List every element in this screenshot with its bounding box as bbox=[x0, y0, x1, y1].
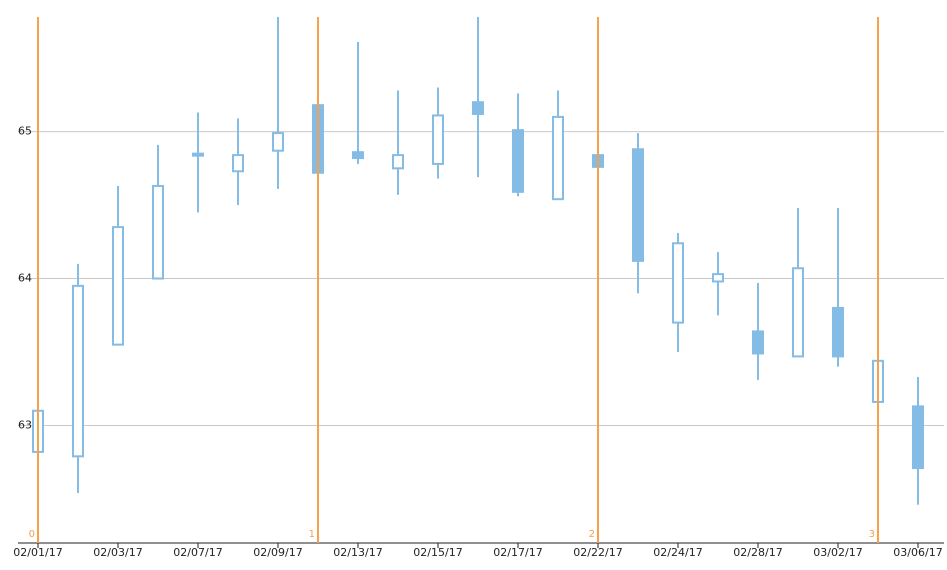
x-tick-label: 02/15/17 bbox=[413, 546, 462, 559]
candle-body bbox=[912, 405, 924, 470]
x-tick-label: 02/28/17 bbox=[733, 546, 782, 559]
candle-body bbox=[752, 330, 764, 355]
x-tick-label: 02/13/17 bbox=[333, 546, 382, 559]
y-tick-label: 63 bbox=[18, 418, 32, 431]
x-tick-label: 02/17/17 bbox=[493, 546, 542, 559]
x-tick-label: 02/03/17 bbox=[93, 546, 142, 559]
candle-body bbox=[672, 242, 684, 324]
x-tick-label: 02/24/17 bbox=[653, 546, 702, 559]
x-tick-label: 03/06/17 bbox=[893, 546, 942, 559]
x-tick-label: 02/07/17 bbox=[173, 546, 222, 559]
vertical-line-label: 3 bbox=[869, 529, 875, 540]
candle-body bbox=[432, 114, 444, 165]
vertical-line-label: 0 bbox=[29, 529, 35, 540]
x-tick-label: 03/02/17 bbox=[813, 546, 862, 559]
candle-body bbox=[72, 284, 84, 458]
x-tick-label: 02/09/17 bbox=[253, 546, 302, 559]
candle-body bbox=[472, 101, 484, 115]
candle-body bbox=[352, 151, 364, 160]
candle-body bbox=[792, 267, 804, 358]
candle-body bbox=[552, 115, 564, 201]
candle-body bbox=[392, 154, 404, 170]
vertical-line-label: 1 bbox=[309, 529, 315, 540]
y-tick-label: 65 bbox=[18, 125, 32, 138]
candle-body bbox=[152, 184, 164, 280]
candle-body bbox=[712, 273, 724, 283]
candle-body bbox=[832, 306, 844, 358]
y-tick-label: 64 bbox=[18, 272, 32, 285]
candle-body bbox=[192, 152, 204, 157]
candle-body bbox=[112, 226, 124, 346]
vertical-line-label: 2 bbox=[589, 529, 595, 540]
x-tick-label: 02/22/17 bbox=[573, 546, 622, 559]
candle-body bbox=[512, 129, 524, 193]
candle-body bbox=[632, 148, 644, 262]
x-tick-label: 02/01/17 bbox=[13, 546, 62, 559]
candle-body bbox=[232, 154, 244, 173]
candle-body bbox=[272, 132, 284, 152]
